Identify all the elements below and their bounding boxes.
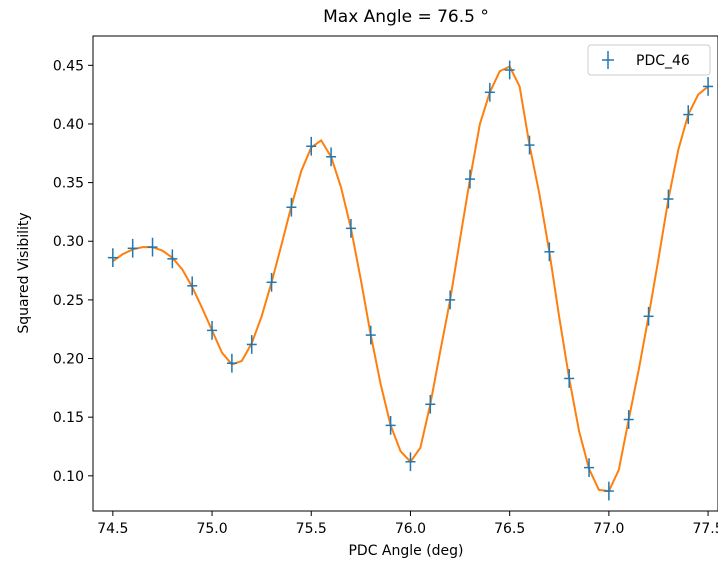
data-point [564, 369, 575, 388]
y-tick-label: 0.10 [53, 469, 84, 485]
legend-label: PDC_46 [636, 53, 690, 69]
chart-title: Max Angle = 76.5 ° [323, 7, 489, 27]
data-point [246, 335, 257, 354]
data-point [703, 77, 714, 96]
data-point [603, 481, 614, 501]
data-point [464, 169, 475, 189]
data-point [326, 147, 337, 167]
y-tick-label: 0.30 [53, 234, 84, 250]
x-tick-label: 75.5 [296, 521, 327, 537]
y-tick-label: 0.45 [53, 58, 84, 74]
data-point [544, 242, 555, 262]
data-point [405, 452, 416, 472]
x-axis-label: PDC Angle (deg) [348, 543, 463, 559]
legend: PDC_46 [587, 44, 711, 76]
axes-frame [92, 35, 718, 512]
y-tick-label: 0.35 [53, 176, 84, 192]
x-tick-label: 77.0 [593, 521, 624, 537]
data-point [226, 353, 237, 373]
data-point [504, 60, 515, 80]
data-point [147, 237, 158, 257]
data-point [663, 189, 674, 209]
data-point [425, 394, 436, 414]
y-tick-label: 0.40 [53, 117, 84, 133]
legend-box [587, 44, 711, 76]
data-point [445, 290, 456, 310]
x-tick-label: 76.5 [494, 521, 525, 537]
data-point [484, 82, 495, 102]
data-point [127, 238, 138, 258]
y-tick-label: 0.15 [53, 410, 84, 426]
data-point [385, 416, 396, 435]
plot-area [107, 60, 714, 501]
y-axis-label: Squared Visibility [16, 212, 32, 333]
x-tick-label: 77.5 [692, 521, 718, 537]
data-point [524, 135, 535, 155]
y-tick-label: 0.20 [53, 352, 84, 368]
data-point [623, 410, 634, 429]
data-point [286, 197, 297, 217]
data-point [683, 105, 694, 124]
y-tick-label: 0.25 [53, 293, 84, 309]
data-point [107, 248, 118, 268]
data-point [187, 276, 198, 296]
data-point [266, 272, 277, 292]
data-point [584, 458, 595, 477]
y-axis: 0.10 0.15 0.20 0.25 0.30 0.35 0.40 0.45 [53, 58, 93, 485]
x-tick-label: 74.5 [97, 521, 128, 537]
data-point [306, 136, 317, 156]
x-tick-label: 75.0 [196, 521, 227, 537]
data-point [167, 249, 178, 269]
data-point [207, 321, 218, 340]
data-point [345, 218, 356, 238]
x-axis: 74.5 75.0 75.5 76.0 76.5 77.0 77.5 [97, 511, 718, 537]
fit-line [112, 65, 709, 493]
data-point [643, 306, 654, 326]
data-point [365, 325, 376, 345]
x-tick-label: 76.0 [395, 521, 426, 537]
